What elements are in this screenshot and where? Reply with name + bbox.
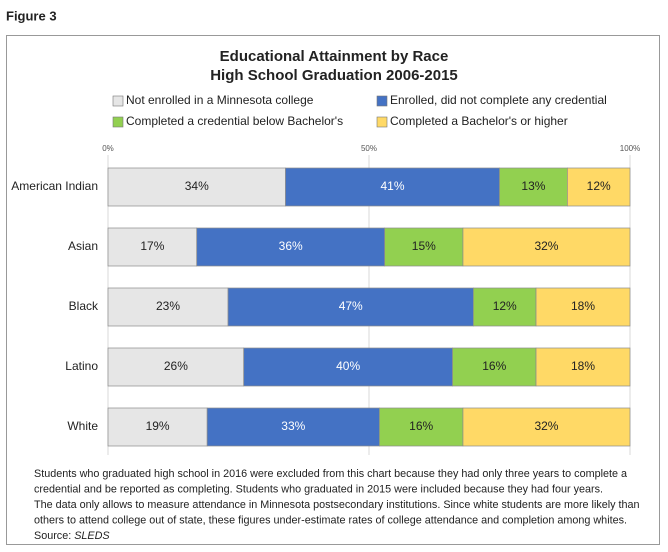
- value-label: 32%: [534, 239, 558, 253]
- legend-swatch: [376, 95, 388, 107]
- value-label: 36%: [279, 239, 303, 253]
- bar-segment: [243, 347, 453, 387]
- legend-swatch: [376, 116, 388, 128]
- bar-segment: [499, 167, 568, 207]
- legend-label: Enrolled, did not complete any credentia…: [390, 93, 607, 107]
- category-label: White: [67, 419, 98, 433]
- bar-segment: [107, 407, 208, 447]
- value-label: 12%: [587, 179, 611, 193]
- category-label: Black: [69, 299, 99, 313]
- value-label: 40%: [336, 359, 360, 373]
- value-label: 12%: [493, 299, 517, 313]
- notes: Students who graduated high school in 20…: [34, 468, 640, 527]
- x-tick-label: 0%: [102, 144, 114, 153]
- value-label: 47%: [339, 299, 363, 313]
- bars: 34% 41% 13% 12% 17% 36% 15% 32% 23% 47% 12% 18% 26% 4…: [107, 167, 631, 447]
- figure-label: Figure 3: [6, 8, 57, 23]
- value-label: 16%: [482, 359, 506, 373]
- bar-segment: [462, 227, 631, 267]
- value-label: 18%: [571, 359, 595, 373]
- bar-segment: [535, 347, 631, 387]
- value-label: 32%: [534, 419, 558, 433]
- bar-segment: [107, 347, 245, 387]
- value-label: 23%: [156, 299, 180, 313]
- bar-segment: [462, 407, 631, 447]
- value-label: 33%: [281, 419, 305, 433]
- category-label: Latino: [65, 359, 98, 373]
- x-tick-label: 50%: [361, 144, 377, 153]
- bar-segment: [384, 227, 464, 267]
- bar-segment: [535, 287, 631, 327]
- bar-segment: [567, 167, 631, 207]
- value-label: 13%: [521, 179, 545, 193]
- bar-segment: [379, 407, 464, 447]
- category-label: American Indian: [11, 179, 98, 193]
- value-label: 19%: [146, 419, 170, 433]
- bar-segment: [107, 167, 286, 207]
- legend-swatch: [112, 95, 124, 107]
- value-label: 34%: [185, 179, 209, 193]
- source-line: Source: SLEDS: [34, 530, 110, 542]
- chart-title: Educational Attainment by Race: [220, 48, 449, 65]
- legend-label: Completed a credential below Bachelor's: [126, 114, 343, 128]
- bar-segment: [473, 287, 537, 327]
- x-tick-label: 100%: [620, 144, 640, 153]
- bar-segment: [206, 407, 380, 447]
- chart-subtitle: High School Graduation 2006-2015: [210, 67, 458, 84]
- source: SLEDS: [74, 530, 110, 542]
- bar-segment: [107, 287, 229, 327]
- value-label: 16%: [409, 419, 433, 433]
- note-line: The data only allows to measure attendan…: [34, 499, 640, 511]
- bar-segment: [227, 287, 474, 327]
- category-label: Asian: [68, 239, 98, 253]
- note-line: Students who graduated high school in 20…: [34, 468, 627, 480]
- legend-swatch: [112, 116, 124, 128]
- bar-segment: [107, 227, 198, 267]
- value-label: 17%: [140, 239, 164, 253]
- value-label: 18%: [571, 299, 595, 313]
- value-label: 15%: [412, 239, 436, 253]
- value-label: 41%: [380, 179, 404, 193]
- legend-label: Not enrolled in a Minnesota college: [126, 93, 314, 107]
- note-line: credential and be reported as completing…: [34, 483, 603, 495]
- note-line: others to attend college out of state, t…: [34, 514, 627, 526]
- chart-frame: [6, 35, 660, 545]
- legend-label: Completed a Bachelor's or higher: [390, 114, 568, 128]
- source-label: Source:: [34, 530, 71, 542]
- value-label: 26%: [164, 359, 188, 373]
